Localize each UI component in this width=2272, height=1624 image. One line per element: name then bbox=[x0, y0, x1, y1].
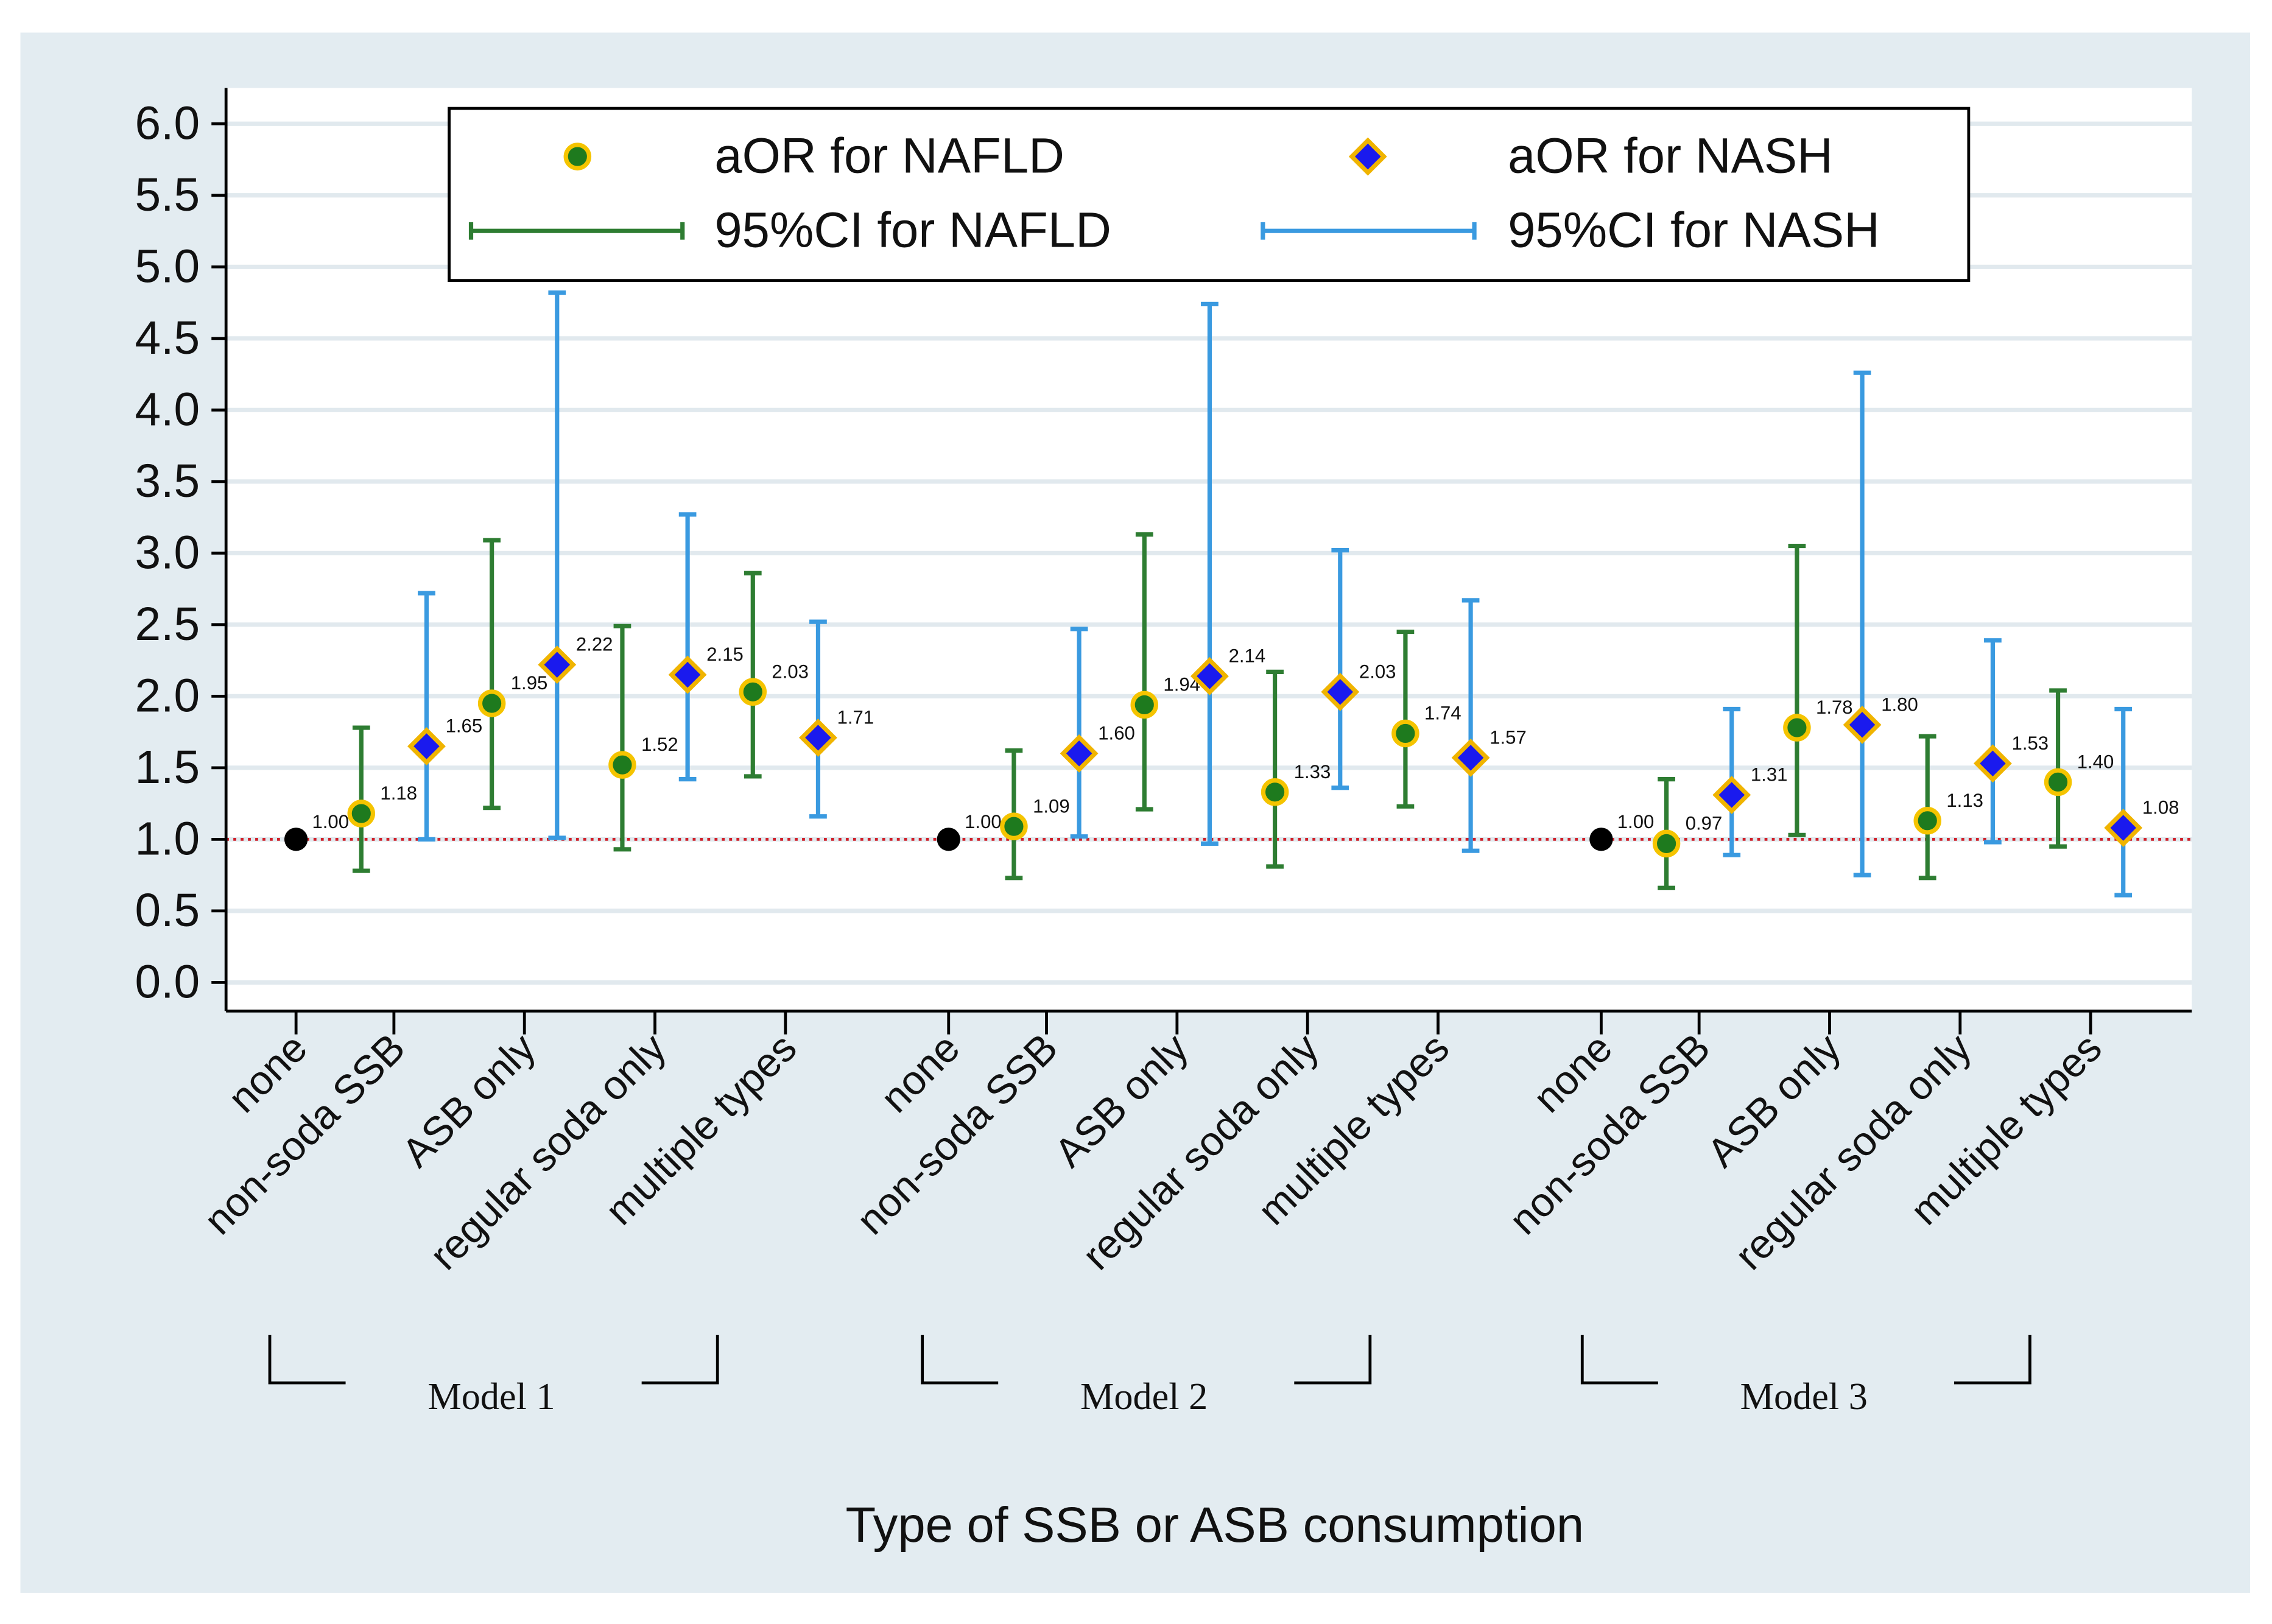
point bbox=[347, 800, 376, 828]
legend-label: 95%CI for NAFLD bbox=[714, 203, 1111, 258]
value-label: 1.00 bbox=[1617, 811, 1655, 832]
y-tick-label: 3.5 bbox=[135, 455, 200, 507]
legend-ci bbox=[468, 222, 685, 240]
value-label: 2.15 bbox=[706, 644, 744, 665]
value-label: 1.65 bbox=[446, 715, 483, 737]
value-label: 1.08 bbox=[2142, 797, 2179, 818]
value-label: 1.40 bbox=[2077, 751, 2114, 772]
model-bracket bbox=[1580, 1335, 2031, 1385]
value-label: 1.00 bbox=[312, 811, 349, 832]
point bbox=[608, 751, 636, 779]
value-label: 0.97 bbox=[1686, 812, 1723, 834]
model-bracket bbox=[921, 1335, 1372, 1385]
legend-marker bbox=[563, 142, 592, 170]
point bbox=[1451, 738, 1490, 777]
value-label: 2.03 bbox=[772, 661, 809, 682]
reference-point bbox=[284, 828, 308, 851]
y-tick-label: 5.5 bbox=[135, 169, 200, 221]
marks: 1.00 1.18 1.95 1.52 2.03 1.65 2.22 2.15 1.71 1.00… bbox=[284, 290, 2179, 898]
value-label: 1.60 bbox=[1098, 722, 1135, 743]
value-label: 1.52 bbox=[641, 734, 678, 755]
point bbox=[538, 645, 577, 684]
point bbox=[1913, 807, 1941, 835]
y-tick-label: 4.5 bbox=[135, 312, 200, 364]
value-label: 2.14 bbox=[1229, 645, 1266, 667]
legend-label: aOR for NASH bbox=[1508, 128, 1833, 183]
y-tick-label: 2.5 bbox=[135, 599, 200, 650]
legend-ci bbox=[1261, 222, 1477, 240]
legend-marker bbox=[1348, 137, 1387, 176]
point bbox=[1060, 734, 1099, 773]
y-tick-label: 1.5 bbox=[135, 742, 200, 793]
point bbox=[1973, 744, 2012, 783]
y-tick-label: 0.0 bbox=[135, 956, 200, 1008]
y-tick-label: 3.0 bbox=[135, 527, 200, 578]
y-tick-label: 2.0 bbox=[135, 670, 200, 722]
reference-point bbox=[1589, 828, 1613, 851]
value-label: 1.53 bbox=[2012, 733, 2049, 754]
point bbox=[1843, 705, 1882, 744]
x-axis-title: Type of SSB or ASB consumption bbox=[845, 1497, 1584, 1553]
point bbox=[2104, 809, 2143, 847]
legend-box bbox=[448, 107, 1971, 283]
point bbox=[1130, 691, 1159, 719]
point bbox=[1261, 778, 1289, 806]
point bbox=[407, 727, 446, 766]
point bbox=[1191, 657, 1229, 695]
value-label: 1.74 bbox=[1424, 703, 1461, 724]
value-label: 1.78 bbox=[1816, 697, 1853, 718]
point bbox=[1783, 714, 1811, 742]
model-label: Model 3 bbox=[1740, 1376, 1868, 1418]
value-label: 1.57 bbox=[1489, 726, 1527, 748]
point bbox=[799, 719, 837, 757]
point bbox=[477, 689, 506, 717]
point bbox=[2044, 768, 2072, 796]
y-tick-label: 0.5 bbox=[135, 885, 200, 937]
y-tick-label: 1.0 bbox=[135, 813, 200, 865]
point bbox=[1321, 672, 1360, 711]
point bbox=[1391, 719, 1419, 748]
value-label: 1.00 bbox=[965, 811, 1002, 832]
value-label: 2.22 bbox=[576, 634, 613, 655]
value-label: 1.09 bbox=[1033, 795, 1070, 817]
value-label: 1.18 bbox=[380, 782, 417, 804]
value-label: 2.03 bbox=[1359, 661, 1396, 682]
legend: aOR for NAFLD 95%CI for NAFLD aOR for NASH… bbox=[448, 107, 1971, 283]
y-tick-label: 5.0 bbox=[135, 241, 200, 292]
point bbox=[1712, 776, 1751, 814]
value-label: 1.13 bbox=[1946, 790, 1983, 811]
model-bracket bbox=[268, 1335, 719, 1385]
value-label: 1.33 bbox=[1294, 761, 1331, 782]
point bbox=[1652, 829, 1681, 858]
value-label: 1.95 bbox=[511, 672, 548, 694]
model-label: Model 2 bbox=[1080, 1376, 1208, 1418]
y-tick-label: 4.0 bbox=[135, 384, 200, 435]
point bbox=[739, 678, 767, 706]
point bbox=[668, 655, 707, 694]
value-label: 1.71 bbox=[837, 707, 874, 728]
y-tick-label: 6.0 bbox=[135, 97, 200, 149]
legend-label: 95%CI for NASH bbox=[1508, 203, 1880, 258]
value-label: 1.80 bbox=[1881, 694, 1918, 715]
reference-point bbox=[937, 828, 960, 851]
point bbox=[1000, 812, 1028, 840]
model-label: Model 1 bbox=[427, 1376, 555, 1418]
legend-label: aOR for NAFLD bbox=[714, 128, 1064, 183]
value-label: 1.31 bbox=[1751, 764, 1788, 786]
